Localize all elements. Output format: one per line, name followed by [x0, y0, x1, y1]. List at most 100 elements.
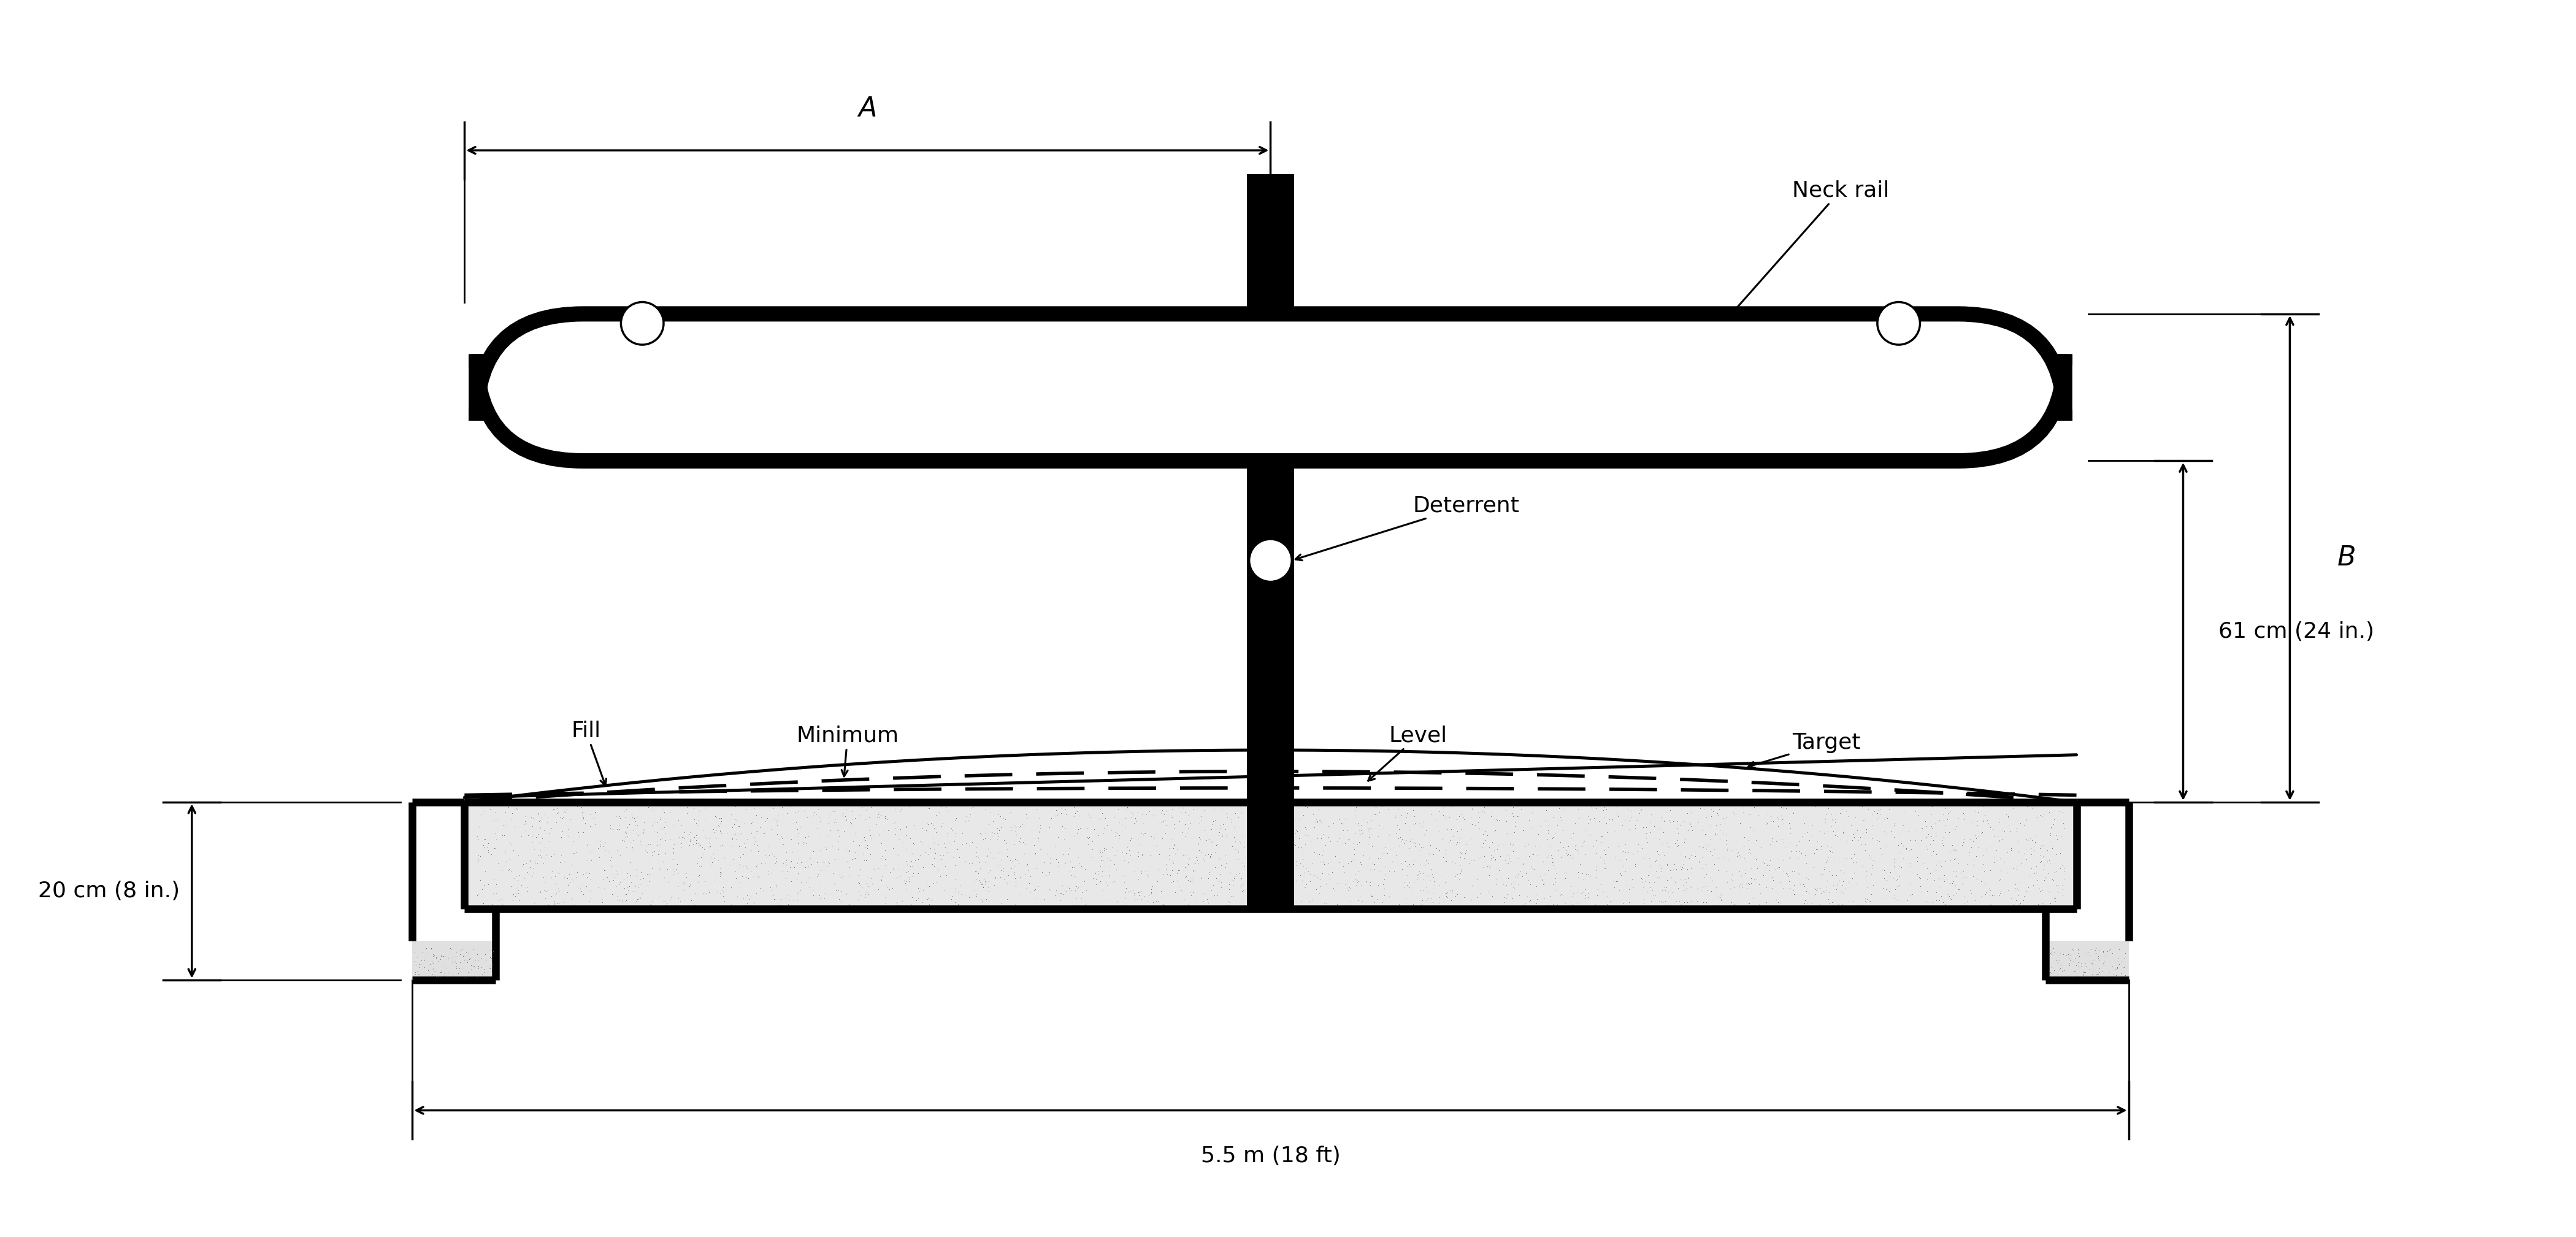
Point [1236, 865, 1278, 884]
Point [647, 872, 688, 892]
Point [1108, 852, 1149, 872]
Point [1744, 858, 1785, 878]
Point [538, 878, 580, 898]
Point [1656, 878, 1698, 898]
Point [1007, 855, 1048, 875]
Point [1484, 887, 1525, 907]
Point [2058, 956, 2099, 976]
Point [1819, 871, 1860, 891]
Point [948, 836, 989, 856]
Point [1087, 896, 1128, 915]
Point [1458, 808, 1499, 828]
Point [1986, 804, 2027, 824]
Point [1234, 815, 1275, 835]
Point [654, 835, 696, 855]
Point [657, 897, 698, 917]
Point [2061, 954, 2102, 974]
Point [716, 816, 757, 836]
Point [1128, 886, 1170, 905]
Text: Target: Target [1749, 732, 1860, 768]
Point [706, 871, 747, 891]
Point [837, 873, 878, 893]
Point [1360, 847, 1401, 867]
Point [528, 881, 569, 901]
Point [672, 834, 714, 854]
Point [1502, 894, 1543, 914]
Point [526, 845, 567, 865]
Point [1425, 872, 1466, 892]
Point [670, 875, 711, 894]
Point [420, 946, 461, 966]
Point [1146, 847, 1188, 867]
Point [410, 955, 451, 975]
Point [1973, 826, 2014, 846]
Point [1381, 831, 1422, 851]
Point [1515, 835, 1556, 855]
Point [1146, 855, 1188, 875]
Point [629, 865, 670, 884]
Point [755, 875, 796, 894]
Point [1252, 810, 1293, 830]
Point [768, 889, 809, 909]
Point [2030, 824, 2071, 844]
Point [1015, 881, 1056, 901]
Point [951, 798, 992, 818]
Point [1945, 896, 1986, 915]
Point [2063, 962, 2105, 982]
Point [1461, 802, 1502, 821]
Point [1953, 866, 1994, 886]
Point [1378, 819, 1419, 839]
Point [1510, 846, 1551, 866]
Point [1726, 860, 1767, 880]
Point [1610, 807, 1651, 826]
Point [1950, 881, 1991, 901]
Point [1772, 862, 1814, 882]
Point [1388, 877, 1430, 897]
Point [786, 834, 827, 854]
Point [884, 871, 925, 891]
Point [1656, 836, 1698, 856]
Point [1334, 797, 1376, 816]
Point [719, 872, 760, 892]
Point [1043, 845, 1084, 865]
Point [1352, 825, 1394, 845]
Point [538, 807, 580, 826]
Point [497, 881, 538, 901]
Point [835, 849, 876, 868]
Point [1793, 815, 1834, 835]
Point [1914, 814, 1955, 834]
Point [701, 808, 742, 828]
Point [1996, 842, 2038, 862]
Point [1293, 865, 1334, 884]
Point [1643, 881, 1685, 901]
Point [1154, 835, 1195, 855]
Point [1440, 833, 1481, 852]
Point [951, 804, 992, 824]
Point [1914, 826, 1955, 846]
Point [1582, 833, 1623, 852]
Point [1059, 818, 1100, 837]
Point [1929, 842, 1971, 862]
Point [1927, 884, 1968, 904]
Point [582, 870, 623, 889]
Point [1808, 799, 1850, 819]
Point [1401, 880, 1443, 899]
Point [1216, 850, 1257, 870]
Point [914, 833, 956, 852]
Point [1409, 804, 1450, 824]
Point [1517, 845, 1558, 865]
Point [507, 877, 549, 897]
Point [1489, 868, 1530, 888]
Point [685, 883, 726, 903]
Point [1084, 839, 1126, 858]
Point [1669, 814, 1710, 834]
Point [657, 810, 698, 830]
Point [659, 834, 701, 854]
Point [1798, 878, 1839, 898]
Point [598, 891, 639, 910]
Point [549, 809, 590, 829]
Point [1698, 804, 1739, 824]
Point [778, 854, 819, 873]
Point [1628, 849, 1669, 868]
Point [981, 861, 1023, 881]
